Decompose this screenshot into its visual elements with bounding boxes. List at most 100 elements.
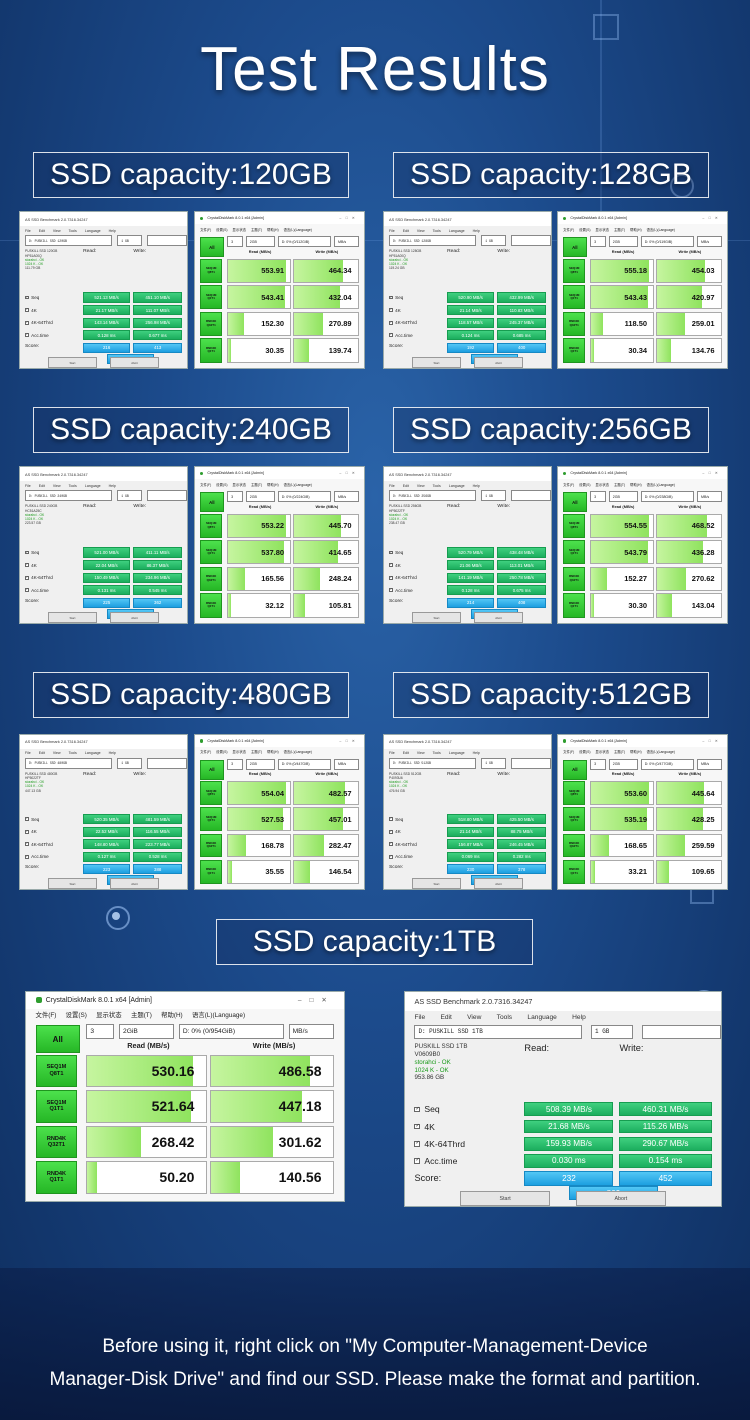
as-ssd-menu-item[interactable]: Help (108, 228, 116, 233)
test-button[interactable]: RND4K Q32T1 (200, 566, 223, 591)
cdm-menu-item[interactable]: 显示状态 (232, 482, 247, 487)
checkbox-icon[interactable]: ✓ (25, 588, 29, 593)
units-select[interactable]: MB/s (334, 236, 359, 248)
as-ssd-menu-item[interactable]: Tools (432, 751, 441, 756)
drive-select[interactable]: D: 0% (0/119GiB) (640, 236, 695, 248)
drive-select[interactable]: D: 0% (0/447GiB) (277, 758, 332, 770)
test-button[interactable]: RND4K Q1T1 (563, 593, 586, 618)
cdm-menu-item[interactable]: 文件(F) (563, 482, 575, 487)
drive-select[interactable]: D: 0% (0/224GiB) (277, 491, 332, 503)
cdm-menu-item[interactable]: 显示状态 (232, 227, 247, 232)
as-ssd-menu-item[interactable]: Edit (402, 751, 409, 756)
as-ssd-menu-item[interactable]: View (467, 1014, 482, 1022)
drive-select[interactable]: D: 0% (0/477GiB) (640, 758, 695, 770)
cdm-menu-item[interactable]: 显示状态 (96, 1012, 122, 1020)
as-ssd-menu-item[interactable]: File (25, 228, 31, 233)
checkbox-icon[interactable]: ✓ (389, 320, 393, 325)
as-ssd-menu-item[interactable]: Tools (68, 751, 77, 756)
test-button[interactable]: SEQ1M Q8T1 (200, 258, 223, 283)
cdm-menu-item[interactable]: 帮助(H) (630, 227, 642, 232)
cdm-menu-item[interactable]: 显示状态 (595, 482, 610, 487)
test-button[interactable]: SEQ1M Q8T1 (200, 781, 223, 806)
cdm-menu-item[interactable]: 主题(T) (250, 482, 263, 487)
checkbox-icon[interactable]: ✓ (389, 588, 393, 593)
as-ssd-size-select[interactable]: 1 GB (591, 1024, 633, 1039)
checkbox-icon[interactable]: ✓ (25, 550, 29, 555)
checkbox-icon[interactable]: ✓ (414, 1139, 421, 1147)
checkbox-icon[interactable]: ✓ (25, 842, 29, 847)
cdm-menu-item[interactable]: 帮助(H) (267, 750, 279, 755)
test-button[interactable]: RND4K Q32T1 (563, 833, 586, 858)
checkbox-icon[interactable]: ✓ (389, 842, 393, 847)
cdm-menu-item[interactable]: 帮助(H) (630, 750, 642, 755)
checkbox-icon[interactable]: ✓ (414, 1105, 421, 1113)
checkbox-icon[interactable]: ✓ (389, 854, 393, 859)
test-button[interactable]: RND4K Q32T1 (563, 566, 586, 591)
test-button[interactable]: RND4K Q32T1 (35, 1125, 78, 1159)
checkbox-icon[interactable]: ✓ (389, 563, 393, 568)
as-ssd-size-select[interactable]: 1 GB (117, 235, 142, 247)
as-ssd-drive-select[interactable]: D: PUSKILL SSD 480GB (25, 758, 113, 769)
all-button[interactable]: All (563, 759, 587, 780)
test-button[interactable]: SEQ1M Q1T1 (563, 540, 586, 565)
as-ssd-drive-select[interactable]: D: PUSKILL SSD 256GB (389, 490, 477, 502)
cdm-menu-item[interactable]: 设置(S) (65, 1012, 87, 1020)
checkbox-icon[interactable]: ✓ (389, 575, 393, 580)
test-button[interactable]: SEQ1M Q8T1 (563, 513, 586, 538)
abort-button[interactable]: Abort (110, 612, 159, 623)
test-button[interactable]: RND4K Q32T1 (563, 311, 586, 336)
as-ssd-menu-item[interactable]: Language (448, 751, 465, 756)
all-button[interactable]: All (35, 1025, 81, 1053)
cdm-menu-item[interactable]: 帮助(H) (267, 482, 279, 487)
cdm-menu-item[interactable]: 设置(S) (216, 750, 228, 755)
checkbox-icon[interactable]: ✓ (389, 829, 393, 834)
size-select[interactable]: 2GB (245, 758, 276, 770)
window-controls-icon[interactable]: –□✕ (297, 997, 335, 1005)
as-ssd-size-select[interactable]: 1 GB (117, 758, 142, 769)
cdm-menu-item[interactable]: 文件(F) (200, 482, 212, 487)
cdm-menu-item[interactable]: 设置(S) (579, 482, 591, 487)
abort-button[interactable]: Abort (110, 878, 159, 889)
as-ssd-drive-select[interactable]: D: PUSKILL SSD 1TB (414, 1024, 582, 1039)
checkbox-icon[interactable]: ✓ (389, 295, 393, 300)
start-button[interactable]: Start (48, 357, 97, 368)
as-ssd-menu-item[interactable]: View (416, 483, 425, 488)
test-button[interactable]: RND4K Q1T1 (563, 338, 586, 363)
as-ssd-menu-item[interactable]: Edit (38, 228, 45, 233)
cdm-menu-item[interactable]: 语言(L)(Language) (283, 750, 312, 755)
test-button[interactable]: SEQ1M Q8T1 (563, 781, 586, 806)
start-button[interactable]: Start (412, 878, 461, 889)
test-button[interactable]: SEQ1M Q1T1 (35, 1090, 78, 1123)
as-ssd-size-select[interactable]: 1 GB (481, 758, 506, 769)
as-ssd-menu-item[interactable]: File (389, 228, 395, 233)
cdm-menu-item[interactable]: 文件(F) (563, 227, 575, 232)
test-button[interactable]: RND4K Q1T1 (200, 859, 223, 884)
cdm-menu-item[interactable]: 主题(T) (250, 227, 263, 232)
test-button[interactable]: RND4K Q1T1 (200, 593, 223, 618)
checkbox-icon[interactable]: ✓ (414, 1122, 421, 1130)
test-button[interactable]: RND4K Q1T1 (200, 338, 223, 363)
count-select[interactable]: 3 (227, 758, 244, 770)
test-button[interactable]: SEQ1M Q8T1 (35, 1054, 78, 1088)
as-ssd-menu-item[interactable]: View (416, 228, 425, 233)
units-select[interactable]: MB/s (697, 491, 722, 503)
cdm-menu-item[interactable]: 设置(S) (216, 482, 228, 487)
checkbox-icon[interactable]: ✓ (25, 295, 29, 300)
cdm-menu-item[interactable]: 显示状态 (232, 750, 247, 755)
as-ssd-menu-item[interactable]: Tools (496, 1014, 513, 1022)
test-button[interactable]: SEQ1M Q8T1 (200, 513, 223, 538)
all-button[interactable]: All (563, 236, 587, 258)
checkbox-icon[interactable]: ✓ (389, 817, 393, 822)
window-controls-icon[interactable]: –□✕ (339, 739, 360, 744)
units-select[interactable]: MB/s (334, 758, 359, 770)
as-ssd-menu-item[interactable]: View (416, 751, 425, 756)
size-select[interactable]: 2GB (608, 491, 639, 503)
cdm-menu-item[interactable]: 帮助(H) (161, 1012, 183, 1020)
abort-button[interactable]: Abort (474, 612, 523, 623)
as-ssd-size-select[interactable]: 1 GB (481, 490, 506, 502)
window-controls-icon[interactable]: –□✕ (339, 471, 360, 476)
checkbox-icon[interactable]: ✓ (25, 575, 29, 580)
as-ssd-menu-item[interactable]: File (414, 1014, 426, 1022)
test-button[interactable]: RND4K Q32T1 (200, 311, 223, 336)
cdm-menu-item[interactable]: 语言(L)(Language) (283, 482, 312, 487)
